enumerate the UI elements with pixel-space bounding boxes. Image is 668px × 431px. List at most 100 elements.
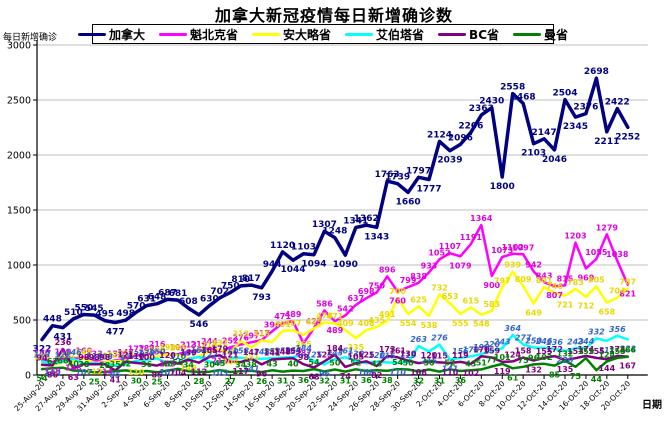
data-label: 801 bbox=[536, 276, 553, 285]
data-label: 799 bbox=[400, 276, 417, 285]
y-axis-unit-label: 每日新增确诊 bbox=[3, 33, 58, 43]
data-label: 50 bbox=[329, 359, 341, 368]
data-label: 2103 bbox=[521, 149, 546, 159]
data-label: 141 bbox=[442, 364, 459, 373]
data-label: 125 bbox=[316, 350, 333, 359]
data-label: 807 bbox=[546, 291, 563, 300]
data-label: 648 bbox=[148, 293, 167, 303]
data-label: 478 bbox=[316, 311, 333, 320]
data-label: 1079 bbox=[449, 261, 472, 270]
data-label: 153 bbox=[567, 347, 584, 356]
data-label: 98 bbox=[99, 353, 111, 362]
data-label: 311 bbox=[598, 346, 615, 355]
data-label: 161 bbox=[389, 346, 406, 355]
data-label: 135 bbox=[557, 365, 574, 374]
data-label: 108 bbox=[410, 368, 427, 377]
data-label: 712 bbox=[578, 302, 595, 311]
data-label: 43 bbox=[465, 359, 476, 368]
data-label: 896 bbox=[379, 265, 396, 274]
data-label: 1739 bbox=[385, 173, 410, 183]
data-label: 653 bbox=[442, 292, 459, 301]
data-label: 132 bbox=[525, 365, 542, 374]
data-label: 38 bbox=[382, 376, 394, 385]
data-label: 2096 bbox=[448, 133, 473, 143]
data-label: 155 bbox=[609, 347, 626, 356]
data-label: 88 bbox=[47, 370, 59, 379]
data-label: 435 bbox=[368, 316, 385, 325]
data-label: 114 bbox=[96, 367, 113, 376]
data-label: 40 bbox=[162, 360, 174, 369]
data-label: 332 bbox=[588, 327, 605, 336]
data-label: 1103 bbox=[291, 243, 316, 253]
data-label: 158 bbox=[232, 347, 249, 356]
data-label: 1052 bbox=[428, 248, 450, 257]
data-label: 31 bbox=[340, 377, 352, 386]
data-label: 36 bbox=[455, 376, 467, 385]
data-label: 125 bbox=[358, 350, 375, 359]
data-label: 52 bbox=[350, 358, 361, 367]
y-tick-label-0: 0 bbox=[25, 371, 31, 382]
data-label: 98 bbox=[298, 353, 310, 362]
data-label: 236 bbox=[55, 338, 72, 347]
data-label: 750 bbox=[368, 282, 385, 291]
data-label: 1777 bbox=[416, 185, 441, 195]
data-label: 129 bbox=[128, 350, 145, 359]
data-label: 542 bbox=[337, 304, 354, 313]
data-label: 164 bbox=[285, 346, 302, 355]
data-label: 45 bbox=[214, 359, 226, 368]
data-label: 110 bbox=[389, 368, 406, 377]
data-label: 365 bbox=[295, 340, 312, 349]
data-label: 323 bbox=[619, 344, 636, 353]
data-label: 489 bbox=[327, 326, 344, 335]
data-label: 118 bbox=[44, 367, 61, 376]
legend-item-2: 安大略省 bbox=[252, 26, 331, 43]
data-label: 120 bbox=[421, 351, 438, 360]
legend-label: 安大略省 bbox=[283, 27, 332, 42]
data-label: 184 bbox=[327, 344, 344, 353]
data-label: 1800 bbox=[490, 182, 515, 192]
data-label: 1073 bbox=[491, 246, 513, 255]
data-label: 687 bbox=[158, 288, 177, 298]
data-label: 148 bbox=[138, 348, 155, 357]
data-label: 364 bbox=[504, 324, 521, 333]
data-label: 817 bbox=[242, 274, 261, 284]
data-label: 838 bbox=[410, 272, 427, 281]
data-label: 103 bbox=[211, 369, 228, 378]
data-label: 243 bbox=[567, 337, 584, 346]
data-label: 244 bbox=[578, 337, 595, 346]
data-label: 220 bbox=[483, 340, 500, 349]
data-label: 43 bbox=[267, 359, 278, 368]
data-label: 425 bbox=[306, 317, 323, 326]
data-label: 1660 bbox=[396, 197, 421, 207]
data-label: 548 bbox=[473, 320, 490, 329]
data-label: 681 bbox=[169, 289, 188, 299]
data-label: 1341 bbox=[343, 216, 368, 226]
data-label: 277 bbox=[515, 334, 532, 343]
data-label: 615 bbox=[463, 296, 480, 305]
data-label: 251 bbox=[243, 352, 260, 361]
data-label: 637 bbox=[347, 294, 364, 303]
data-label: 166 bbox=[619, 346, 636, 355]
data-label: 82 bbox=[371, 371, 382, 380]
legend-item-3: 艾伯塔省 bbox=[345, 26, 424, 43]
data-label: 119 bbox=[452, 351, 469, 360]
data-label: 608 bbox=[179, 297, 198, 307]
data-label: 103 bbox=[96, 353, 113, 362]
data-label: 85 bbox=[549, 371, 561, 380]
data-label: 471 bbox=[274, 312, 291, 321]
data-label: 158 bbox=[515, 347, 532, 356]
data-label: 1097 bbox=[512, 243, 534, 252]
data-label: 96 bbox=[528, 353, 540, 362]
data-label: 546 bbox=[190, 320, 209, 330]
data-label: 122 bbox=[65, 351, 82, 360]
series-line-0 bbox=[40, 76, 630, 342]
data-label: 141 bbox=[243, 364, 260, 373]
data-label: 1797 bbox=[406, 166, 431, 176]
data-label: 2558 bbox=[500, 83, 525, 93]
data-label: 1120 bbox=[270, 241, 295, 251]
data-label: 32 bbox=[319, 376, 330, 385]
data-label: 110 bbox=[128, 352, 145, 361]
data-label: 75 bbox=[518, 356, 530, 365]
data-label: 721 bbox=[557, 301, 574, 310]
